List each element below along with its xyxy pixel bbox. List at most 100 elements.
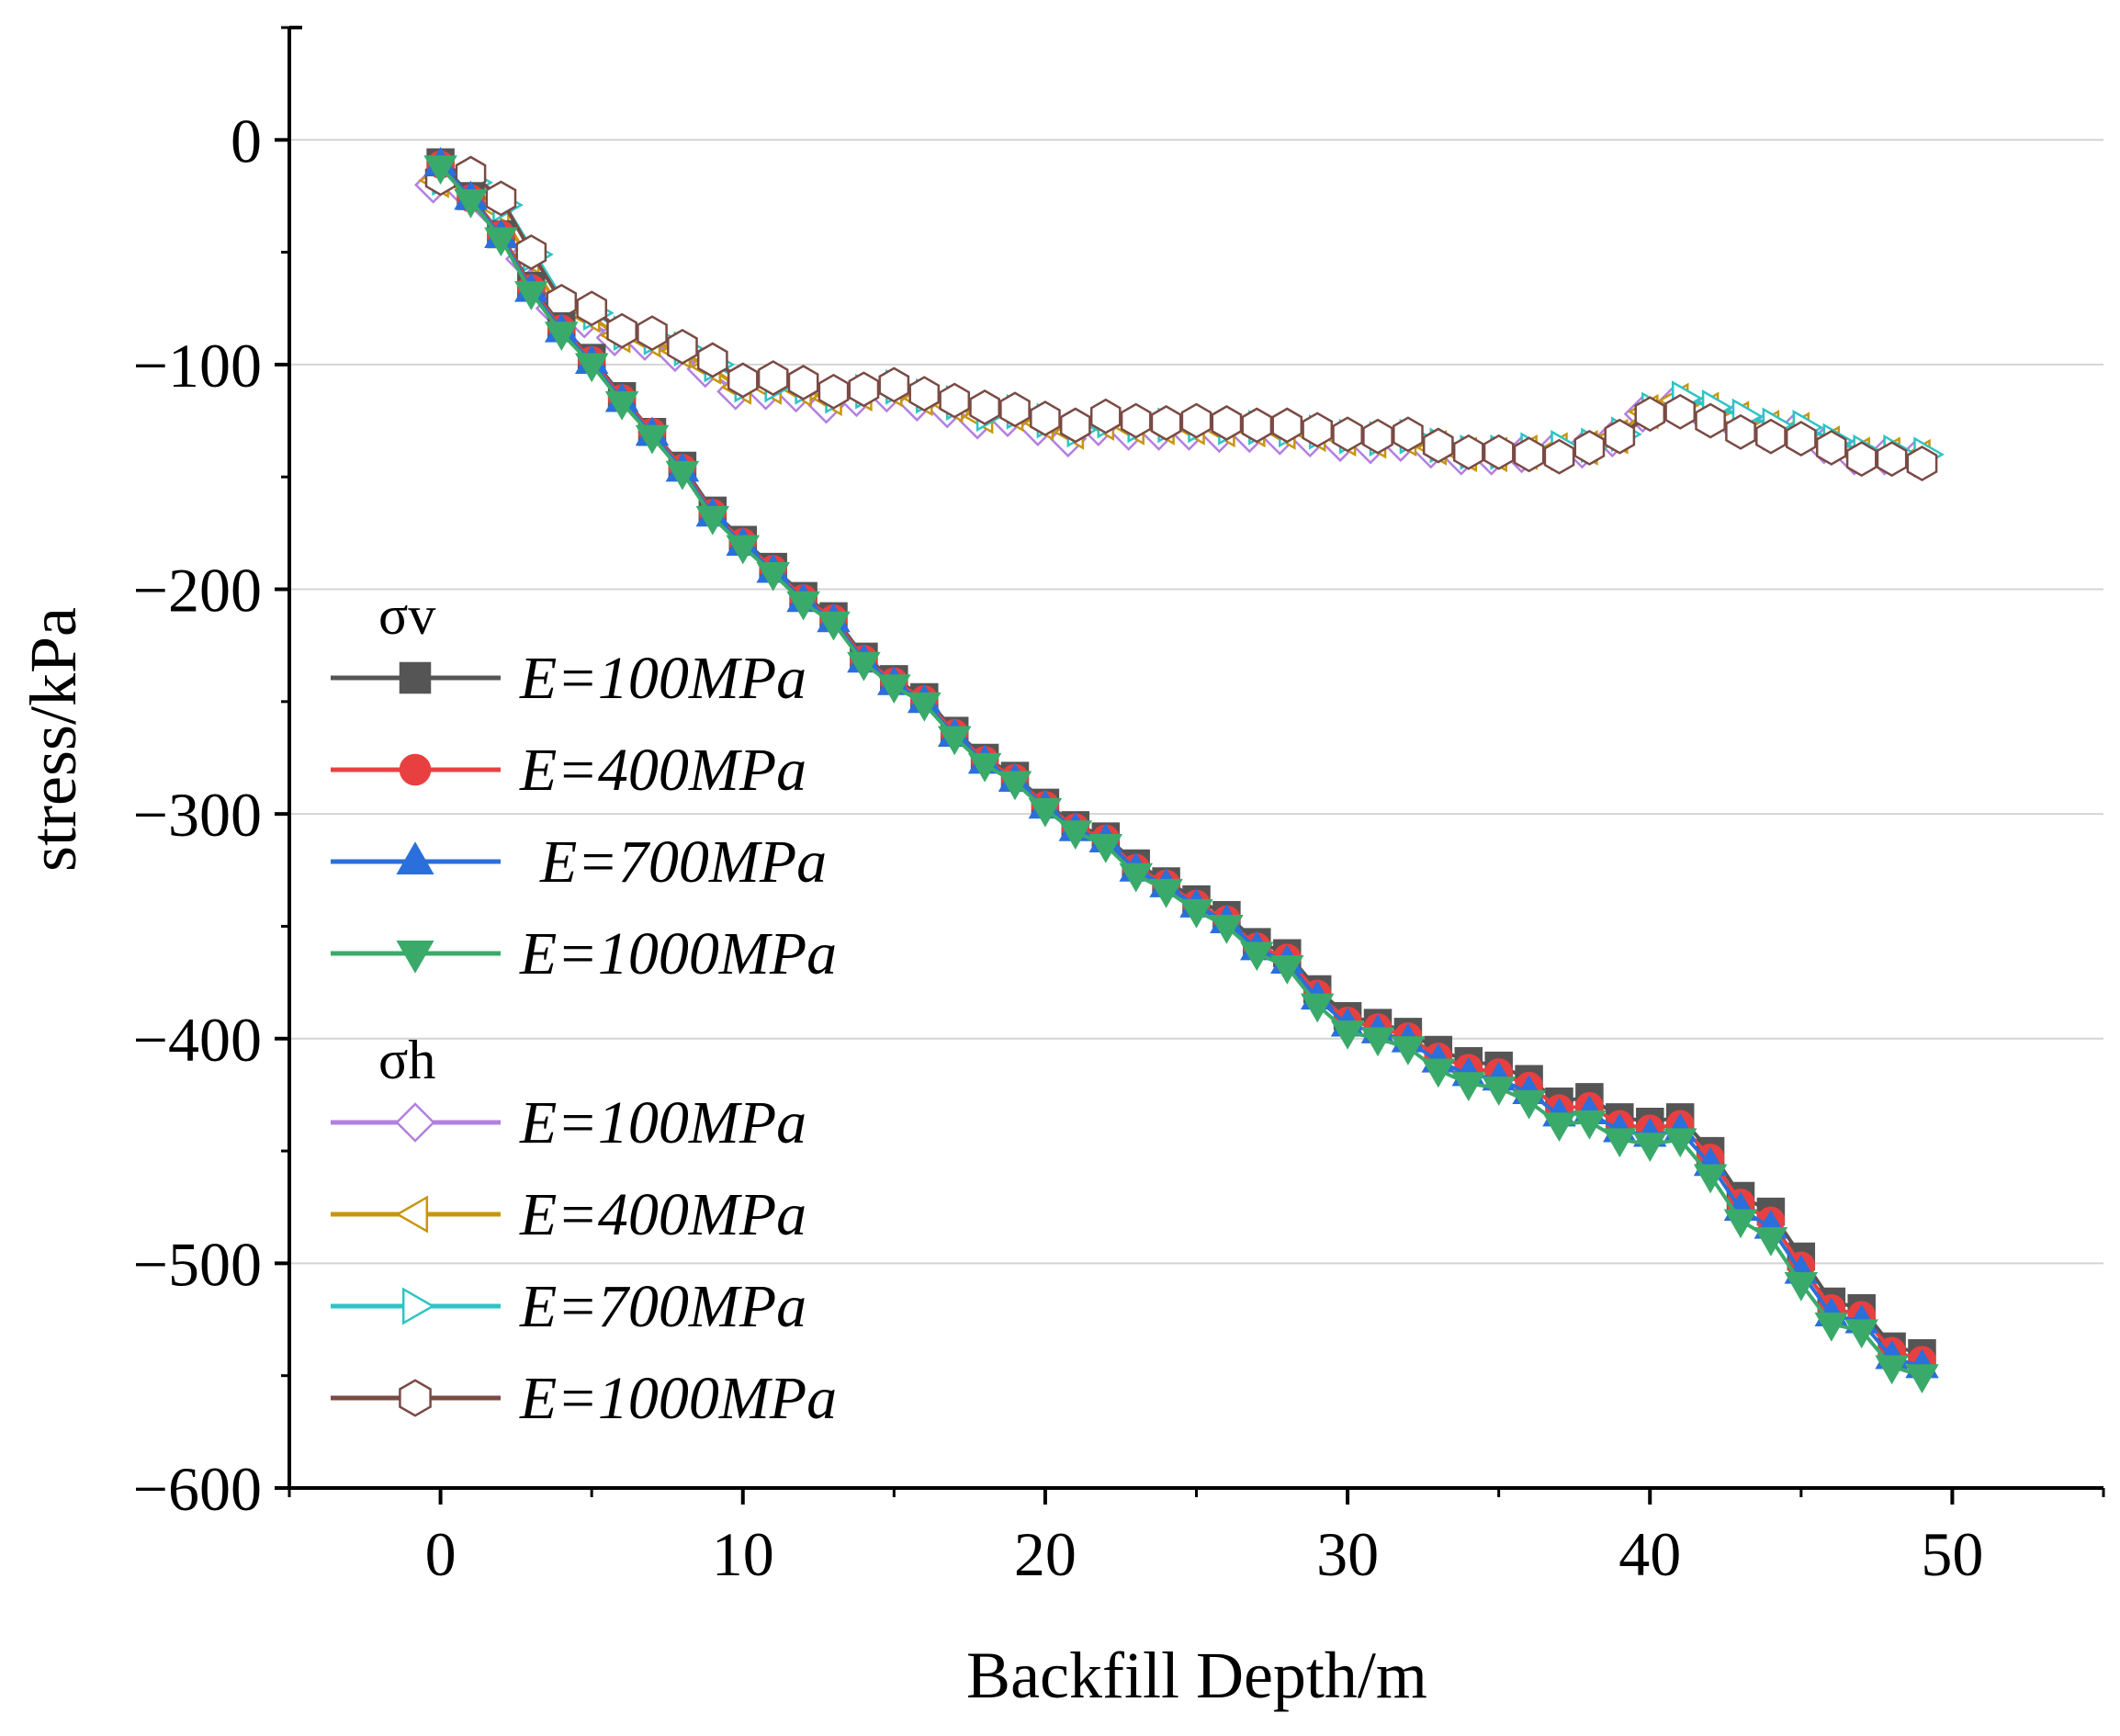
data-point	[1150, 405, 1182, 441]
legend: σv E=100MPa E=400MPa E=700MPa E=1000MPa σh E=1…	[331, 585, 837, 1432]
data-point	[1785, 421, 1817, 457]
data-point	[907, 692, 942, 722]
data-point	[1058, 820, 1093, 851]
data-point	[1271, 407, 1303, 444]
x-tick-label: 10	[712, 1519, 774, 1589]
data-point	[1513, 436, 1545, 473]
data-point	[1179, 898, 1213, 929]
legend-marker	[395, 1195, 429, 1234]
data-point	[1119, 862, 1153, 893]
x-tick-label: 50	[1921, 1519, 1983, 1589]
data-point	[1755, 418, 1787, 455]
data-point	[1360, 1027, 1395, 1057]
data-point	[967, 752, 1002, 783]
data-point	[1542, 1112, 1576, 1143]
legend-entry: E=1000MPa	[331, 920, 837, 987]
data-point	[667, 328, 698, 365]
data-point	[1695, 402, 1726, 439]
data-point	[1362, 418, 1393, 455]
data-point	[877, 674, 911, 705]
data-point	[1211, 405, 1243, 441]
data-point	[757, 360, 789, 397]
legend-entry: E=100MPa	[331, 1089, 806, 1156]
data-point	[969, 389, 1000, 425]
data-point	[999, 391, 1031, 428]
legend-group-title: σh	[378, 1030, 435, 1090]
data-point	[847, 651, 881, 682]
y-tick-label: −300	[133, 780, 262, 850]
legend-marker	[396, 841, 434, 875]
y-tick-label: −100	[133, 331, 262, 400]
data-point	[1725, 413, 1756, 450]
data-point	[574, 353, 609, 383]
y-tick-label: 0	[231, 106, 262, 175]
data-point	[937, 726, 972, 756]
data-point	[1302, 411, 1334, 448]
data-point	[1270, 955, 1304, 985]
legend-marker	[396, 940, 434, 974]
y-tick-label: −400	[133, 1005, 262, 1075]
legend-marker	[395, 1102, 435, 1143]
y-tick-label: −500	[133, 1229, 262, 1299]
data-point	[1512, 1089, 1546, 1120]
data-point	[1393, 416, 1424, 453]
data-point	[908, 376, 941, 412]
data-point	[454, 188, 488, 219]
data-point	[1784, 1271, 1819, 1302]
legend-entry: E=100MPa	[331, 645, 806, 712]
data-point	[423, 155, 457, 186]
data-point	[515, 234, 547, 271]
data-point	[695, 505, 730, 535]
data-point	[1180, 402, 1212, 439]
legend-label: E=100MPa	[519, 645, 806, 712]
legend-marker	[399, 1379, 432, 1417]
data-point	[878, 366, 910, 403]
data-point	[1240, 941, 1274, 972]
data-point	[1330, 1020, 1365, 1050]
legend-entry: E=700MPa	[331, 1273, 806, 1340]
data-point	[756, 561, 790, 592]
data-point	[1028, 797, 1063, 828]
data-point	[576, 290, 608, 327]
legend-label: E=1000MPa	[519, 920, 837, 987]
data-point	[939, 382, 971, 419]
data-point	[514, 281, 548, 310]
data-point	[1241, 407, 1273, 444]
data-point	[1754, 1227, 1788, 1257]
data-point	[1120, 402, 1152, 439]
legend-entry: E=700MPa	[331, 829, 827, 896]
legend-marker	[401, 1287, 435, 1325]
data-point	[1089, 398, 1122, 434]
data-point	[787, 365, 819, 400]
data-point	[1573, 1110, 1607, 1140]
x-tick-label: 40	[1618, 1519, 1681, 1589]
legend-label: E=400MPa	[519, 1181, 806, 1248]
x-tick-label: 20	[1014, 1519, 1077, 1589]
data-point	[1604, 418, 1636, 455]
legend-label: E=100MPa	[519, 1089, 806, 1156]
data-point	[604, 391, 639, 421]
data-point	[848, 371, 880, 408]
data-point	[485, 180, 517, 217]
data-point	[484, 227, 518, 257]
data-point	[1422, 427, 1454, 464]
data-point	[1875, 1355, 1909, 1385]
data-point	[1482, 1077, 1516, 1106]
data-point	[1663, 1128, 1697, 1158]
axes	[275, 26, 2105, 1505]
data-point	[1421, 1058, 1456, 1088]
y-axis-title: stress/kPa	[17, 607, 90, 872]
data-point	[1332, 416, 1363, 453]
legend-group-title: σv	[378, 585, 435, 646]
legend-label: E=1000MPa	[519, 1365, 837, 1432]
legend-entry: E=400MPa	[331, 737, 806, 804]
data-point	[1634, 396, 1666, 433]
data-point	[1059, 407, 1091, 444]
data-point	[1876, 441, 1908, 478]
legend-marker	[399, 753, 432, 786]
data-point	[1573, 429, 1606, 466]
data-point	[606, 312, 637, 349]
tick-labels: 0 −100 −200 −300 −400 −500 −600 0 10 20 30 40 50	[133, 106, 1984, 1589]
x-tick-label: 0	[425, 1519, 457, 1589]
